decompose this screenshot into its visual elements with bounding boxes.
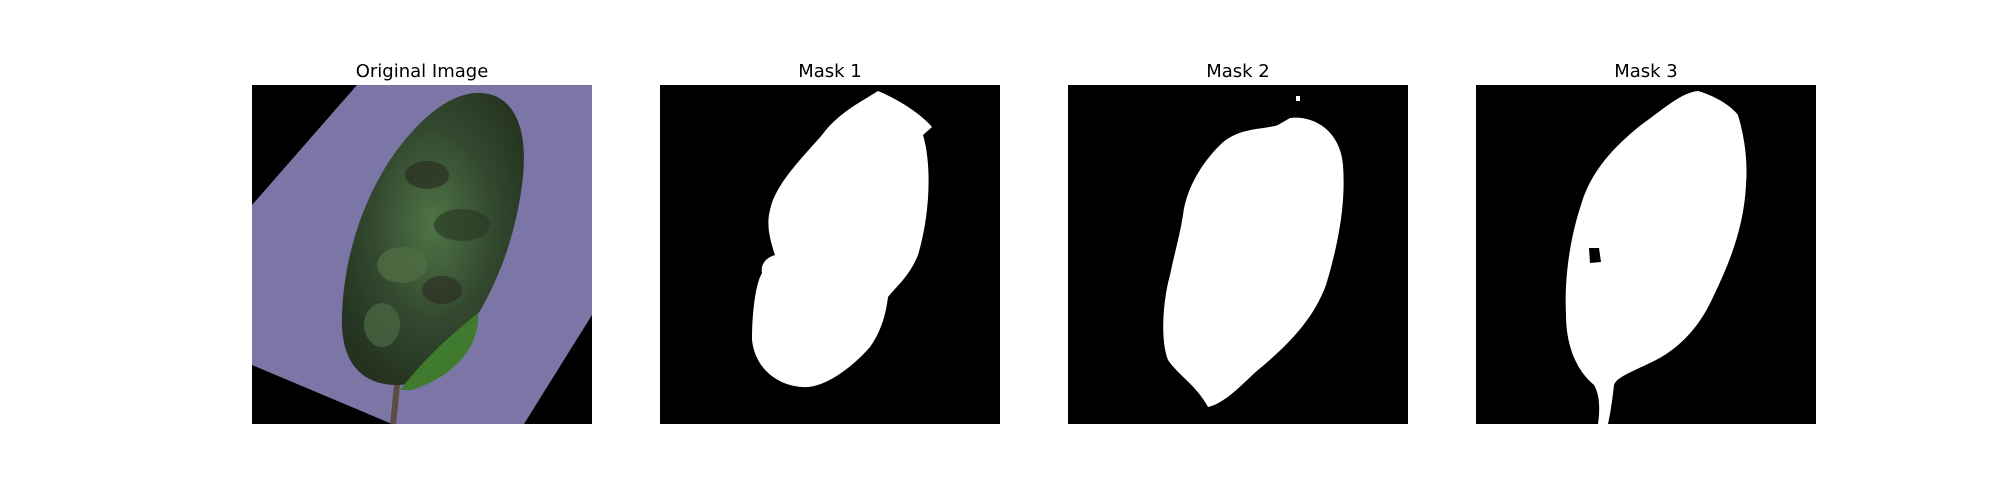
panel-title: Mask 1 <box>798 61 862 82</box>
mask-1-image <box>660 85 1000 424</box>
mask-3-panel: Mask 3 <box>1476 60 1816 424</box>
panel-title: Mask 2 <box>1206 61 1270 82</box>
panel-title: Original Image <box>355 61 489 82</box>
mask-hole <box>1589 248 1601 263</box>
original-leaf-image <box>252 85 592 424</box>
mask-region <box>1163 117 1344 407</box>
mask-2-image <box>1068 85 1408 424</box>
mask-region <box>752 91 932 388</box>
mask-2-panel: Mask 2 <box>1068 60 1408 424</box>
mask-1-panel: Mask 1 <box>660 60 1000 424</box>
panel-title: Mask 3 <box>1614 61 1678 82</box>
mask-region <box>1565 91 1747 424</box>
mask-3-image <box>1476 85 1816 424</box>
original-image-panel: Original Image <box>252 60 592 424</box>
